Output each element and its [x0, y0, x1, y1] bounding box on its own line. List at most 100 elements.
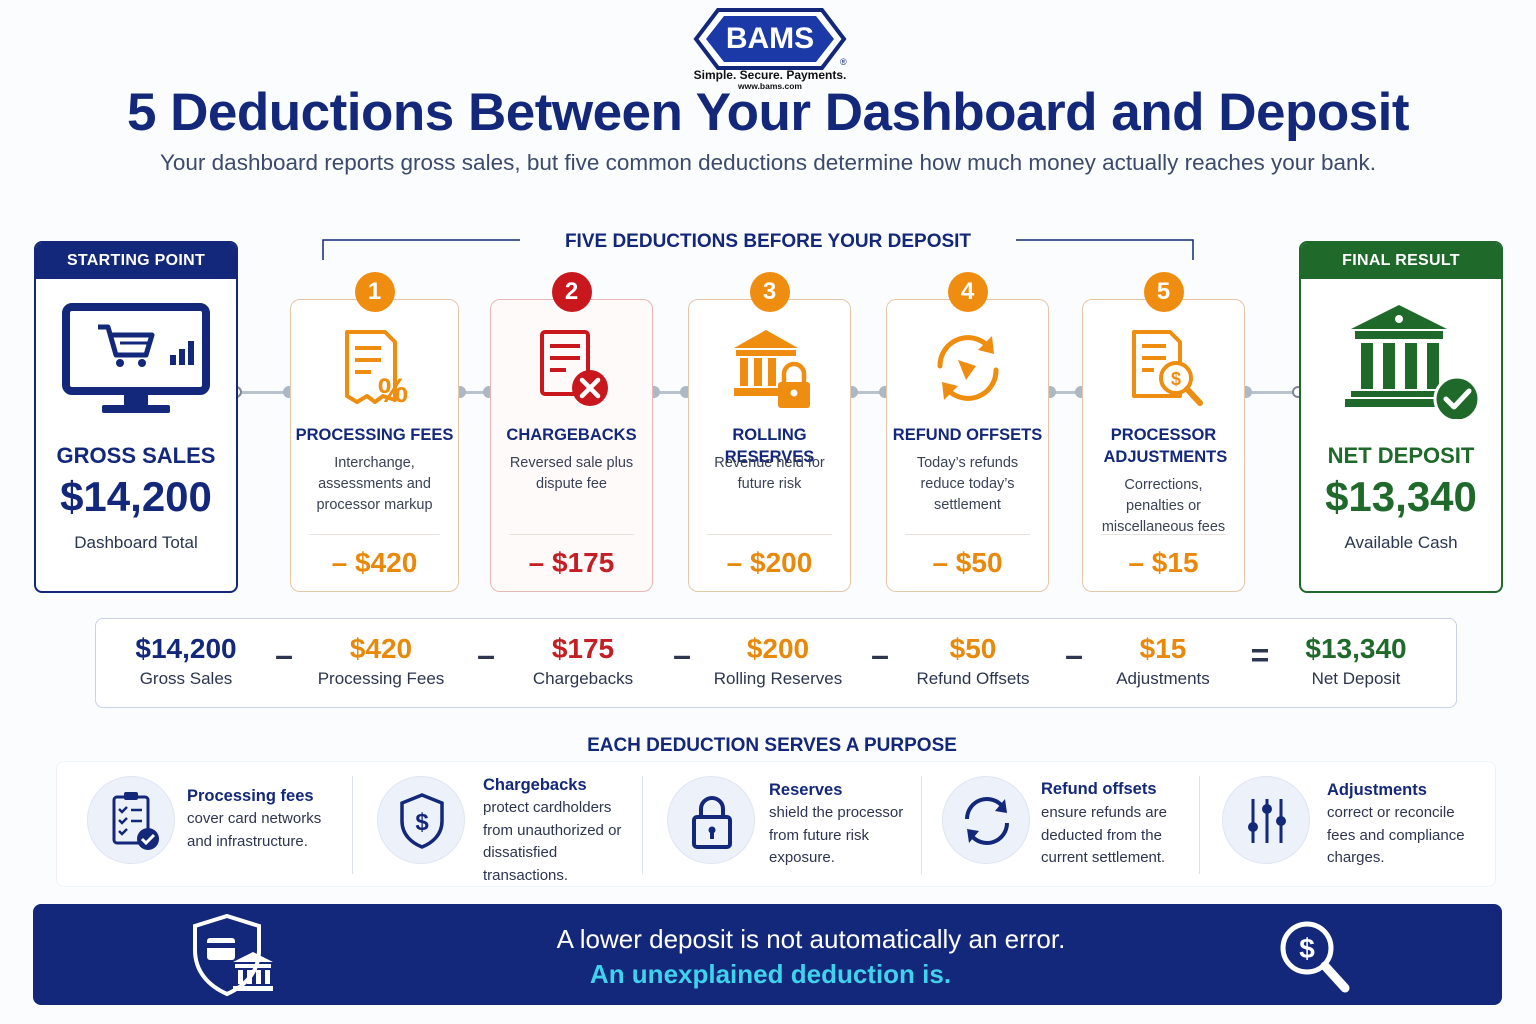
minus-operator: –: [871, 637, 889, 673]
minus-operator: –: [1065, 637, 1083, 673]
bams-logo: BAMS ® Simple. Secure. Payments. www.bam…: [690, 8, 850, 92]
brand-url: www.bams.com: [738, 81, 802, 91]
shield-dollar-icon: $: [377, 776, 465, 864]
page-title: 5 Deductions Between Your Dashboard and …: [126, 83, 1410, 142]
purpose-title: Reserves: [769, 781, 843, 799]
net-deposit-label: NET DEPOSIT: [1327, 443, 1475, 468]
bams-logo-icon: BAMS ®: [693, 8, 847, 70]
gross-sales-label: GROSS SALES: [56, 443, 216, 468]
deduction-amount: – $200: [726, 547, 813, 578]
equals-operator: =: [1250, 637, 1270, 673]
purpose-item-processing-fees: Processing fees cover card networks and …: [57, 762, 353, 888]
purpose-title: Adjustments: [1327, 781, 1427, 799]
document-x-icon: [539, 330, 608, 406]
deduction-card-refund-offsets: 4 REFUND OFFSETS Today’s refunds reduce …: [886, 272, 1049, 592]
equation-label: Chargebacks: [532, 669, 634, 688]
equation-label: Refund Offsets: [916, 669, 1030, 688]
equation-term: $50 Refund Offsets: [883, 633, 1063, 689]
deduction-description: Today’s refunds reduce today’s settlemen…: [916, 455, 1019, 513]
equation-value: $175: [551, 633, 615, 664]
purpose-heading: EACH DEDUCTION SERVES A PURPOSE: [587, 735, 957, 756]
purpose-item-adjustments: Adjustments correct or reconcile fees an…: [1200, 762, 1497, 888]
deduction-amount: – $420: [331, 547, 418, 578]
final-result-card: FINAL RESULT NET DEPOSIT $13,340 Availab…: [1299, 241, 1503, 593]
starting-point-header: STARTING POINT: [36, 243, 236, 279]
svg-text:$: $: [1299, 933, 1315, 964]
equation-term: $15 Adjustments: [1073, 633, 1253, 689]
equation-term: $175 Chargebacks: [493, 633, 673, 689]
equation-term: $14,200 Gross Sales: [96, 633, 276, 689]
final-result-header: FINAL RESULT: [1301, 243, 1501, 279]
equation-value: $200: [746, 633, 810, 664]
equation-label: Adjustments: [1116, 669, 1210, 688]
starting-point-card: STARTING POINT GROSS SALES $14,200 Dashb…: [34, 241, 238, 593]
equation-value: $50: [949, 633, 997, 664]
equation-value: $420: [349, 633, 413, 664]
purpose-item-chargebacks: $ Chargebacks protect cardholders from u…: [353, 762, 643, 888]
refresh-arrows-icon: [942, 776, 1030, 864]
svg-text:®: ®: [840, 57, 847, 67]
purpose-text: protect cardholders from unauthorized or…: [483, 799, 622, 884]
deduction-number: 1: [354, 272, 395, 312]
deduction-description: Corrections, penalties or miscellaneous …: [1101, 477, 1226, 535]
refund-cycle-icon: [936, 335, 999, 401]
svg-text:$: $: [1170, 369, 1180, 389]
bank-lock-icon: [733, 330, 810, 408]
document-search-dollar-icon: $: [1131, 330, 1203, 406]
page-subtitle: Your dashboard reports gross sales, but …: [159, 150, 1377, 175]
padlock-icon: [667, 776, 755, 864]
svg-text:BAMS: BAMS: [726, 22, 814, 55]
bracket-label: FIVE DEDUCTIONS BEFORE YOUR DEPOSIT: [520, 231, 1016, 253]
deduction-amount: – $50: [932, 547, 1003, 578]
shield-bank-icon: [193, 913, 273, 997]
deduction-card-processor-adjustments: 5 $ PROCESSOR ADJUSTMENTS Corrections, p…: [1082, 272, 1245, 592]
purpose-text: cover card networks and infrastructure.: [187, 810, 322, 850]
purpose-title: Chargebacks: [483, 776, 587, 794]
deduction-number: 4: [947, 272, 988, 312]
deduction-number: 5: [1143, 272, 1184, 312]
deduction-amount: – $175: [528, 547, 615, 578]
net-deposit-amount: $13,340: [1325, 473, 1477, 520]
equation-label: Net Deposit: [1311, 669, 1401, 688]
purpose-text: shield the processor from future risk ex…: [769, 804, 904, 866]
deduction-number: 3: [749, 272, 790, 312]
equation-value: $14,200: [135, 633, 237, 664]
purpose-item-reserves: Reserves shield the processor from futur…: [643, 762, 921, 888]
deduction-title: ROLLING RESERVES: [724, 426, 815, 466]
monitor-cart-icon: [62, 303, 210, 413]
purpose-text: ensure refunds are deducted from the cur…: [1041, 804, 1167, 866]
minus-operator: –: [673, 637, 691, 673]
equation-value: $15: [1139, 633, 1187, 664]
deposit-equation: $14,200 Gross Sales – $420 Processing Fe…: [95, 618, 1457, 708]
fee-percent-document-icon: %: [344, 330, 408, 410]
clipboard-check-icon: [87, 776, 175, 864]
deduction-description: Reversed sale plus dispute fee: [509, 455, 634, 492]
purpose-title: Refund offsets: [1041, 780, 1157, 798]
equation-label: Processing Fees: [317, 669, 445, 688]
deduction-title: CHARGEBACKS: [506, 426, 637, 444]
deduction-title: PROCESSOR ADJUSTMENTS: [1103, 426, 1228, 466]
search-dollar-icon: $: [1280, 921, 1350, 993]
purpose-title: Processing fees: [187, 787, 314, 805]
svg-text:$: $: [415, 809, 429, 836]
purpose-text: correct or reconcile fees and compliance…: [1327, 804, 1465, 866]
minus-operator: –: [275, 637, 293, 673]
deduction-title: REFUND OFFSETS: [892, 426, 1043, 444]
deduction-card-processing-fees: 1 % PROCESSING FEES Interchange, assessm…: [290, 272, 459, 592]
minus-operator: –: [477, 637, 495, 673]
equation-term: $13,340 Net Deposit: [1266, 633, 1446, 689]
banner-emphasis: An unexplained deduction is.: [589, 959, 952, 989]
deduction-card-rolling-reserves: 3 ROLLING RESERVES Revenue held for futu…: [688, 272, 851, 592]
deduction-title: PROCESSING FEES: [295, 426, 454, 444]
equation-value: $13,340: [1305, 633, 1407, 664]
equation-term: $200 Rolling Reserves: [688, 633, 868, 689]
deduction-description: Interchange, assessments and processor m…: [316, 455, 433, 513]
deduction-amount: – $15: [1128, 547, 1199, 578]
net-deposit-caption: Available Cash: [1344, 533, 1458, 552]
bottom-banner: A lower deposit is not automatically an …: [33, 904, 1502, 1005]
equation-label: Gross Sales: [139, 669, 233, 688]
banner-message: A lower deposit is not automatically an …: [556, 924, 1066, 954]
purpose-item-refund-offsets: Refund offsets ensure refunds are deduct…: [922, 762, 1200, 888]
gross-sales-amount: $14,200: [60, 473, 212, 520]
deduction-card-chargebacks: 2 CHARGEBACKS Reversed sale plus dispute…: [490, 272, 653, 592]
